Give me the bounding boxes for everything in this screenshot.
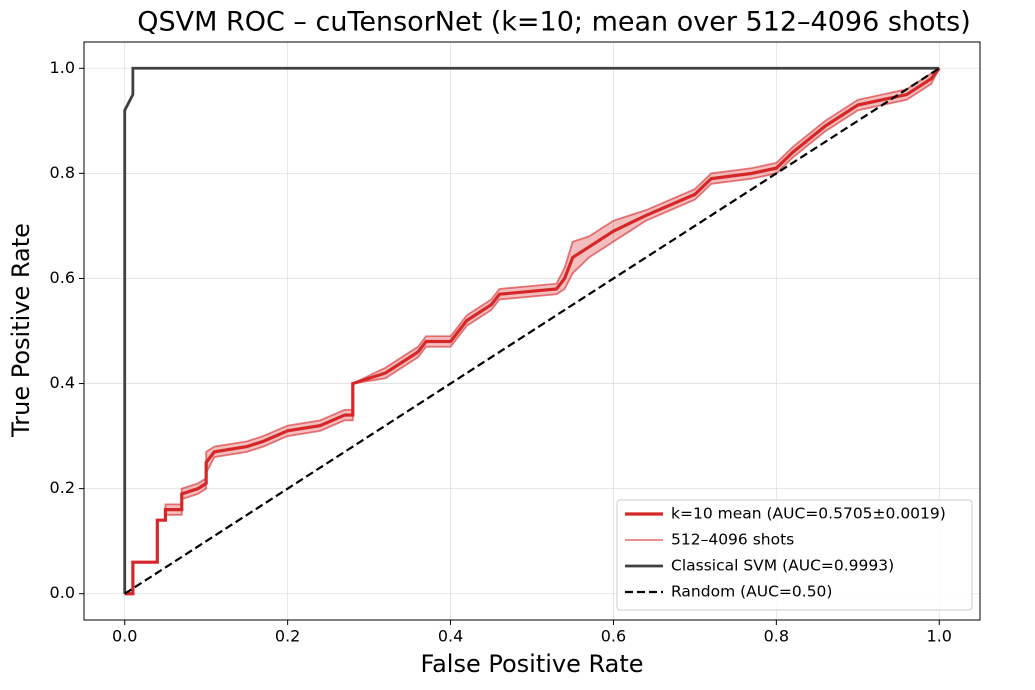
- legend-label: 512–4096 shots: [671, 531, 794, 549]
- legend-box: [616, 499, 973, 611]
- x-tick-label: 0.2: [275, 627, 300, 646]
- legend-label: Random (AUC=0.50): [671, 583, 832, 601]
- series-line: [124, 67, 941, 596]
- y-axis-label: True Positive Rate: [7, 223, 35, 438]
- legend-label: Classical SVM (AUC=0.9993): [671, 557, 894, 575]
- y-tick-label: 1.0: [50, 58, 75, 77]
- legend-label: k=10 mean (AUC=0.5705±0.0019): [671, 505, 946, 523]
- y-tick-label: 0.4: [50, 373, 75, 392]
- y-tick-label: 0.2: [50, 478, 75, 497]
- x-tick-label: 0.4: [438, 627, 463, 646]
- x-tick-label: 0.0: [112, 627, 137, 646]
- y-tick-label: 0.0: [50, 583, 75, 602]
- y-tick-label: 0.6: [50, 268, 75, 287]
- legend: k=10 mean (AUC=0.5705±0.0019) 512–4096 sh…: [616, 499, 973, 611]
- x-axis-label: False Positive Rate: [420, 650, 643, 678]
- band-line: [124, 67, 941, 595]
- x-tick-label: 0.6: [601, 627, 626, 646]
- y-tick-label: 0.8: [50, 163, 75, 182]
- chart-title: QSVM ROC – cuTensorNet (k=10; mean over …: [137, 7, 971, 38]
- x-tick-label: 1.0: [927, 627, 952, 646]
- plot-frame: [83, 41, 981, 621]
- series-line: [124, 67, 940, 595]
- x-tick-label: 0.8: [764, 627, 789, 646]
- series-line: [123, 66, 940, 594]
